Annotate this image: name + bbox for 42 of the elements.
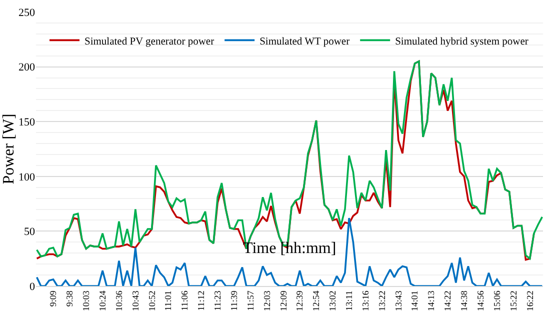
x-tick-label: 14:01 [410,290,420,312]
y-tick-label: 0 [30,280,36,293]
x-tick-label: 13:22 [376,290,387,312]
legend-label: Simulated PV generator power [84,36,215,48]
x-tick-label: 13:02 [328,290,338,312]
y-tick-label: 200 [18,62,36,74]
x-tick-label: 15:22 [508,290,518,312]
x-tick-label: 11:57 [245,290,256,311]
x-tick-label: 13:11 [344,290,354,311]
x-tick-label: 14:22 [442,290,453,312]
x-tick-label: 14:38 [459,290,470,312]
x-tick-label: 12:03 [262,290,272,312]
y-tick-label: 50 [24,226,36,238]
x-tick-label: 9:38 [64,290,75,307]
x-tick-label: 12:39 [294,290,305,312]
x-tick-label: 10:03 [81,290,92,312]
x-tick-label: 14:13 [426,290,436,312]
legend-label: Simulated WT power [260,36,350,48]
x-tick-label: 10:24 [97,290,108,312]
x-tick-label: 11:01 [163,290,174,311]
x-axis-title: Time [hh:mm] [243,240,336,257]
x-tick-label: 10:43 [130,290,140,312]
x-tick-label: 15:06 [492,290,502,312]
y-tick-label: 150 [18,116,36,128]
x-tick-label: 16:22 [524,290,535,312]
legend-label: Simulated hybrid system power [395,36,529,48]
line-series [36,217,543,286]
y-tick-label: 100 [18,171,36,184]
x-tick-label: 11:39 [228,290,239,311]
x-tick-label: 10:36 [114,290,124,312]
x-tick-label: 12:54 [311,290,322,312]
x-tick-label: 11:23 [212,290,223,311]
y-tick-label: 250 [18,6,36,19]
x-tick-label: 14:56 [475,290,486,312]
x-tick-label: 12:09 [278,290,288,312]
x-tick-label: 11:06 [180,290,190,311]
x-tick-label: 11:12 [196,290,206,311]
x-tick-label: 13:43 [393,290,404,312]
x-tick-label: 13:16 [360,290,370,312]
y-axis-title: Power [W] [0,114,18,184]
x-tick-label: 10:52 [146,290,157,312]
x-tick-label: 9:09 [48,290,58,307]
